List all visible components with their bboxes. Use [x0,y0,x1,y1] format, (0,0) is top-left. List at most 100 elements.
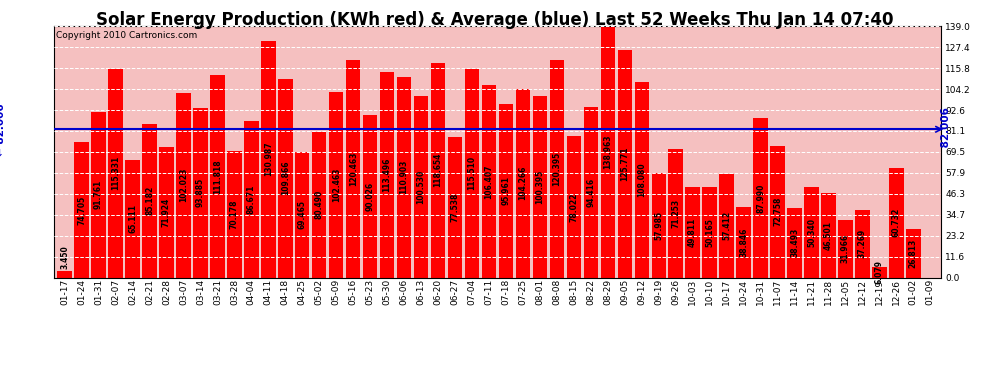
Text: 100.395: 100.395 [536,170,544,204]
Text: 78.022: 78.022 [569,192,578,222]
Text: 60.732: 60.732 [892,208,901,237]
Bar [397,77,411,278]
Bar [126,160,140,278]
Bar [822,194,836,278]
Bar [753,118,768,278]
Text: 74.705: 74.705 [77,195,86,225]
Bar [855,210,869,278]
Text: 71.924: 71.924 [162,198,171,227]
Text: 65.111: 65.111 [128,204,137,233]
Bar [431,63,446,278]
Bar [295,152,310,278]
Bar [91,112,106,278]
Bar [533,96,547,278]
Bar [363,115,377,278]
Text: 71.253: 71.253 [671,198,680,228]
Bar [108,69,123,278]
Text: 130.987: 130.987 [263,142,273,176]
Bar [872,267,887,278]
Text: 106.407: 106.407 [484,164,493,199]
Text: 50.340: 50.340 [807,217,816,246]
Bar [227,151,242,278]
Text: 85.182: 85.182 [145,186,154,215]
Bar [499,104,513,278]
Bar [804,186,819,278]
Bar [906,229,921,278]
Bar [380,72,394,278]
Text: 57.412: 57.412 [722,211,732,240]
Bar [346,60,360,278]
Bar [278,79,292,278]
Text: 50.165: 50.165 [705,218,714,247]
Bar [159,147,173,278]
Text: 125.771: 125.771 [621,147,630,181]
Text: 31.966: 31.966 [841,234,850,263]
Bar [720,174,734,278]
Bar [787,208,802,278]
Text: 118.654: 118.654 [434,153,443,188]
Bar [635,82,649,278]
Text: 138.963: 138.963 [603,135,612,169]
Bar [464,69,479,278]
Bar [889,168,904,278]
Text: 100.530: 100.530 [417,170,426,204]
Text: 111.818: 111.818 [213,159,222,194]
Text: 6.079: 6.079 [875,260,884,284]
Bar [57,271,72,278]
Bar [312,132,327,278]
Text: 69.465: 69.465 [298,200,307,229]
Bar [737,207,750,278]
Text: 102.023: 102.023 [179,168,188,202]
Bar [601,26,615,278]
Bar [516,89,531,278]
Text: 80.490: 80.490 [315,190,324,219]
Text: 72.758: 72.758 [773,197,782,226]
Text: 115.510: 115.510 [467,156,476,190]
Text: 38.846: 38.846 [740,228,748,257]
Text: 120.463: 120.463 [348,152,357,186]
Text: 104.266: 104.266 [519,166,528,201]
Bar [447,137,462,278]
Bar [329,92,344,278]
Bar [839,220,852,278]
Text: ← 82.006: ← 82.006 [0,103,6,156]
Bar [245,121,258,278]
Text: 91.761: 91.761 [94,180,103,209]
Bar [143,123,156,278]
Bar [176,93,191,278]
Bar [193,108,208,278]
Text: 26.813: 26.813 [909,238,918,268]
Text: 90.026: 90.026 [365,182,374,211]
Text: Copyright 2010 Cartronics.com: Copyright 2010 Cartronics.com [56,31,197,40]
Bar [668,149,683,278]
Bar [618,50,632,278]
Bar [703,187,717,278]
Text: 3.450: 3.450 [60,245,69,268]
Text: 109.866: 109.866 [281,161,290,195]
Text: 113.496: 113.496 [383,158,392,192]
Text: 49.811: 49.811 [688,218,697,247]
Text: 108.080: 108.080 [638,162,646,197]
Text: 77.538: 77.538 [450,193,459,222]
Text: 86.671: 86.671 [247,184,255,214]
Text: 37.269: 37.269 [858,229,867,258]
Bar [651,173,666,278]
Bar [482,85,496,278]
Text: 82.006: 82.006 [940,107,950,151]
Text: 87.990: 87.990 [756,183,765,213]
Bar [685,188,700,278]
Bar [210,75,225,278]
Text: 102.463: 102.463 [332,168,341,202]
Bar [549,60,564,278]
Bar [770,146,785,278]
Text: Solar Energy Production (KWh red) & Average (blue) Last 52 Weeks Thu Jan 14 07:4: Solar Energy Production (KWh red) & Aver… [96,11,894,29]
Text: 70.178: 70.178 [230,200,239,229]
Text: 93.885: 93.885 [196,178,205,207]
Text: 120.395: 120.395 [552,152,561,186]
Text: 115.331: 115.331 [111,156,120,190]
Bar [74,142,89,278]
Text: 38.493: 38.493 [790,228,799,257]
Bar [261,41,275,278]
Text: 110.903: 110.903 [400,160,409,195]
Bar [584,107,598,278]
